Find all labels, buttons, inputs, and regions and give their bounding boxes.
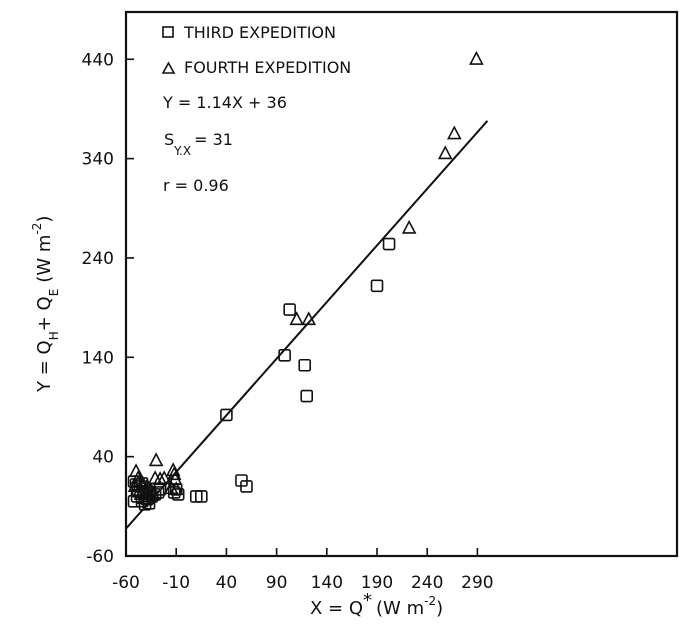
regression-equation: Y = 1.14X + 36 bbox=[162, 93, 287, 112]
x-title-star: * bbox=[363, 590, 372, 611]
x-axis: -60 -10 40 90 140 190 240 290 bbox=[112, 548, 494, 593]
x-tick-label: -10 bbox=[162, 573, 190, 593]
fourth-expedition-point bbox=[469, 50, 484, 65]
y-title-unit: (W m bbox=[34, 235, 55, 283]
third-expedition-point bbox=[300, 389, 314, 403]
legend: THIRD EXPEDITION FOURTH EXPEDITION bbox=[161, 23, 351, 77]
x-title-unit: (W m bbox=[376, 598, 424, 619]
fourth-expedition-point bbox=[152, 471, 168, 486]
y-tick-label: 340 bbox=[82, 150, 114, 170]
fourth-expedition-point bbox=[156, 470, 172, 485]
fourth-expedition-point bbox=[446, 125, 462, 140]
fourth-expedition-point bbox=[127, 478, 143, 493]
third-expedition-point bbox=[370, 279, 384, 293]
fourth-expedition-point bbox=[145, 486, 161, 501]
y-axis: -60 40 140 240 340 440 bbox=[82, 50, 134, 567]
third-expedition-point bbox=[283, 303, 296, 316]
fourth-expedition-point bbox=[289, 311, 305, 326]
y-tick-label: 440 bbox=[82, 50, 114, 70]
y-tick-label: 240 bbox=[82, 249, 114, 269]
syx-subscript: Y.X bbox=[173, 144, 191, 158]
y-tick-label: 40 bbox=[92, 448, 114, 468]
data-points bbox=[127, 50, 484, 511]
y-title-sub2: E bbox=[47, 289, 61, 297]
x-tick-label: 190 bbox=[361, 573, 393, 593]
syx-annotation: SY.X= 31 bbox=[164, 130, 233, 158]
x-tick-label: 240 bbox=[411, 573, 443, 593]
syx-value: = 31 bbox=[194, 130, 233, 149]
fourth-expedition-point bbox=[148, 452, 164, 467]
legend-label-third-expedition: THIRD EXPEDITION bbox=[183, 23, 336, 42]
third-expedition-point bbox=[298, 358, 312, 372]
third-expedition-point bbox=[278, 349, 291, 362]
third-expedition-point bbox=[240, 480, 253, 493]
x-tick-label: 40 bbox=[216, 573, 238, 593]
x-title-exp: -2 bbox=[424, 594, 436, 608]
legend-label-fourth-expedition: FOURTH EXPEDITION bbox=[184, 58, 351, 77]
x-axis-title: X = Q* (W m-2) bbox=[310, 590, 443, 619]
third-expedition-point bbox=[382, 237, 396, 251]
x-title-close: ) bbox=[436, 598, 443, 619]
y-title-close: ) bbox=[34, 216, 55, 223]
legend-triangle-marker bbox=[161, 61, 176, 74]
legend-square-marker bbox=[162, 26, 174, 38]
syx-symbol: S bbox=[164, 130, 174, 149]
y-tick-label: 140 bbox=[82, 348, 114, 368]
y-title-plus: + Q bbox=[34, 296, 55, 331]
y-title-sub1: H bbox=[47, 331, 61, 340]
correlation-annotation: r = 0.96 bbox=[163, 176, 229, 195]
fourth-expedition-point bbox=[166, 466, 182, 481]
third-expedition-point bbox=[220, 408, 233, 422]
fourth-expedition-point bbox=[437, 145, 453, 160]
y-title-prefix: Y = Q bbox=[34, 340, 55, 393]
fourth-expedition-point bbox=[130, 470, 146, 485]
x-title-prefix: X = Q bbox=[310, 598, 363, 619]
plot-frame bbox=[124, 10, 679, 558]
x-tick-label: -60 bbox=[112, 573, 140, 593]
fourth-expedition-point bbox=[168, 481, 184, 496]
third-expedition-point bbox=[195, 490, 208, 503]
y-axis-title: Y = QH+ QE (W m-2) bbox=[30, 216, 61, 393]
x-tick-label: 140 bbox=[311, 573, 343, 593]
y-tick-label: -60 bbox=[86, 547, 114, 567]
y-title-exp: -2 bbox=[30, 223, 44, 235]
fourth-expedition-point bbox=[135, 476, 151, 491]
fourth-expedition-point bbox=[401, 219, 417, 234]
fourth-expedition-point bbox=[301, 311, 317, 326]
x-tick-label: 90 bbox=[266, 573, 288, 593]
x-tick-label: 290 bbox=[461, 573, 493, 593]
